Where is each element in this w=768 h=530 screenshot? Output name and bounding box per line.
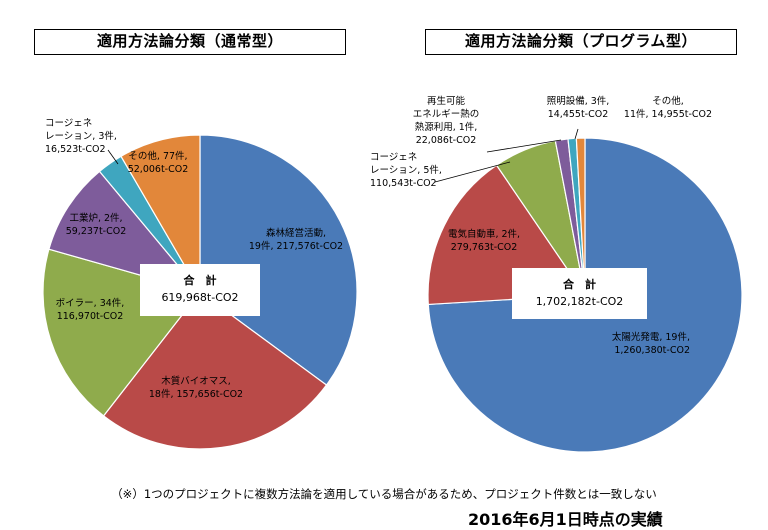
pie0-slice-label-4: コージェネレーション, 3件, 16,523t-CO2 xyxy=(45,118,117,155)
pie0-leader-line-4 xyxy=(107,149,119,165)
pie0-total-value: 619,968t-CO2 xyxy=(161,291,238,304)
pie0-slice-label-2: ボイラー, 34件, 116,970t-CO2 xyxy=(56,297,125,322)
pie1-slice-label-3: 再生可能エネルギー熱の熱源利用, 1件, 22,086t-CO2 xyxy=(413,95,480,146)
pie1-slice-label-4: 照明設備, 3件, 14,455t-CO2 xyxy=(547,95,610,120)
pie1-slice-label-0: 太陽光発電, 19件, 1,260,380t-CO2 xyxy=(612,331,690,356)
pie1-slice-label-1: 電気自動車, 2件, 279,763t-CO2 xyxy=(448,228,520,253)
pie1-total-value: 1,702,182t-CO2 xyxy=(536,295,624,308)
pie1-slice-label-2: コージェネレーション, 5件, 110,543t-CO2 xyxy=(370,152,442,189)
pie0-slice-0 xyxy=(199,134,358,386)
pie0-slice-1 xyxy=(102,291,328,450)
pie1-slice-label-5: その他, 11件, 14,955t-CO2 xyxy=(624,95,712,120)
chart-title-left: 適用方法論分類（通常型） xyxy=(34,29,346,55)
pie0-slice-label-5: その他, 77件, 52,006t-CO2 xyxy=(128,150,189,175)
pie1-slice-5 xyxy=(575,137,586,296)
pie0-slice-label-0: 森林経営活動, 19件, 217,576t-CO2 xyxy=(249,227,343,252)
footnote: （※）1つのプロジェクトに複数方法論を適用している場合があるため、プロジェクト件… xyxy=(111,487,657,501)
pie0-slice-5 xyxy=(120,134,201,295)
date-note: 2016年6月1日時点の実績 xyxy=(468,510,663,529)
pie1-total-label: 合 計 xyxy=(563,277,596,291)
pie0-slice-3 xyxy=(48,170,202,294)
chart-title-right: 適用方法論分類（プログラム型） xyxy=(425,29,737,55)
pie1-total-box xyxy=(512,268,647,319)
pie-charts: 合 計 619,968t-CO2 森林経営活動, 19件, 217,576t-CO2 木… xyxy=(42,95,743,453)
pie0-slice-label-1: 木質バイオマス, 18件, 157,656t-CO2 xyxy=(149,375,243,400)
pie1-leader-line-3 xyxy=(486,139,562,153)
pie1-leader-line-4 xyxy=(574,128,579,140)
pie1-leader-line-2 xyxy=(434,161,511,183)
pie0-slice-label-3: 工業炉, 2件, 59,237t-CO2 xyxy=(66,212,127,237)
pie0-total-box xyxy=(140,264,260,316)
pie0-total-label: 合 計 xyxy=(184,273,217,287)
